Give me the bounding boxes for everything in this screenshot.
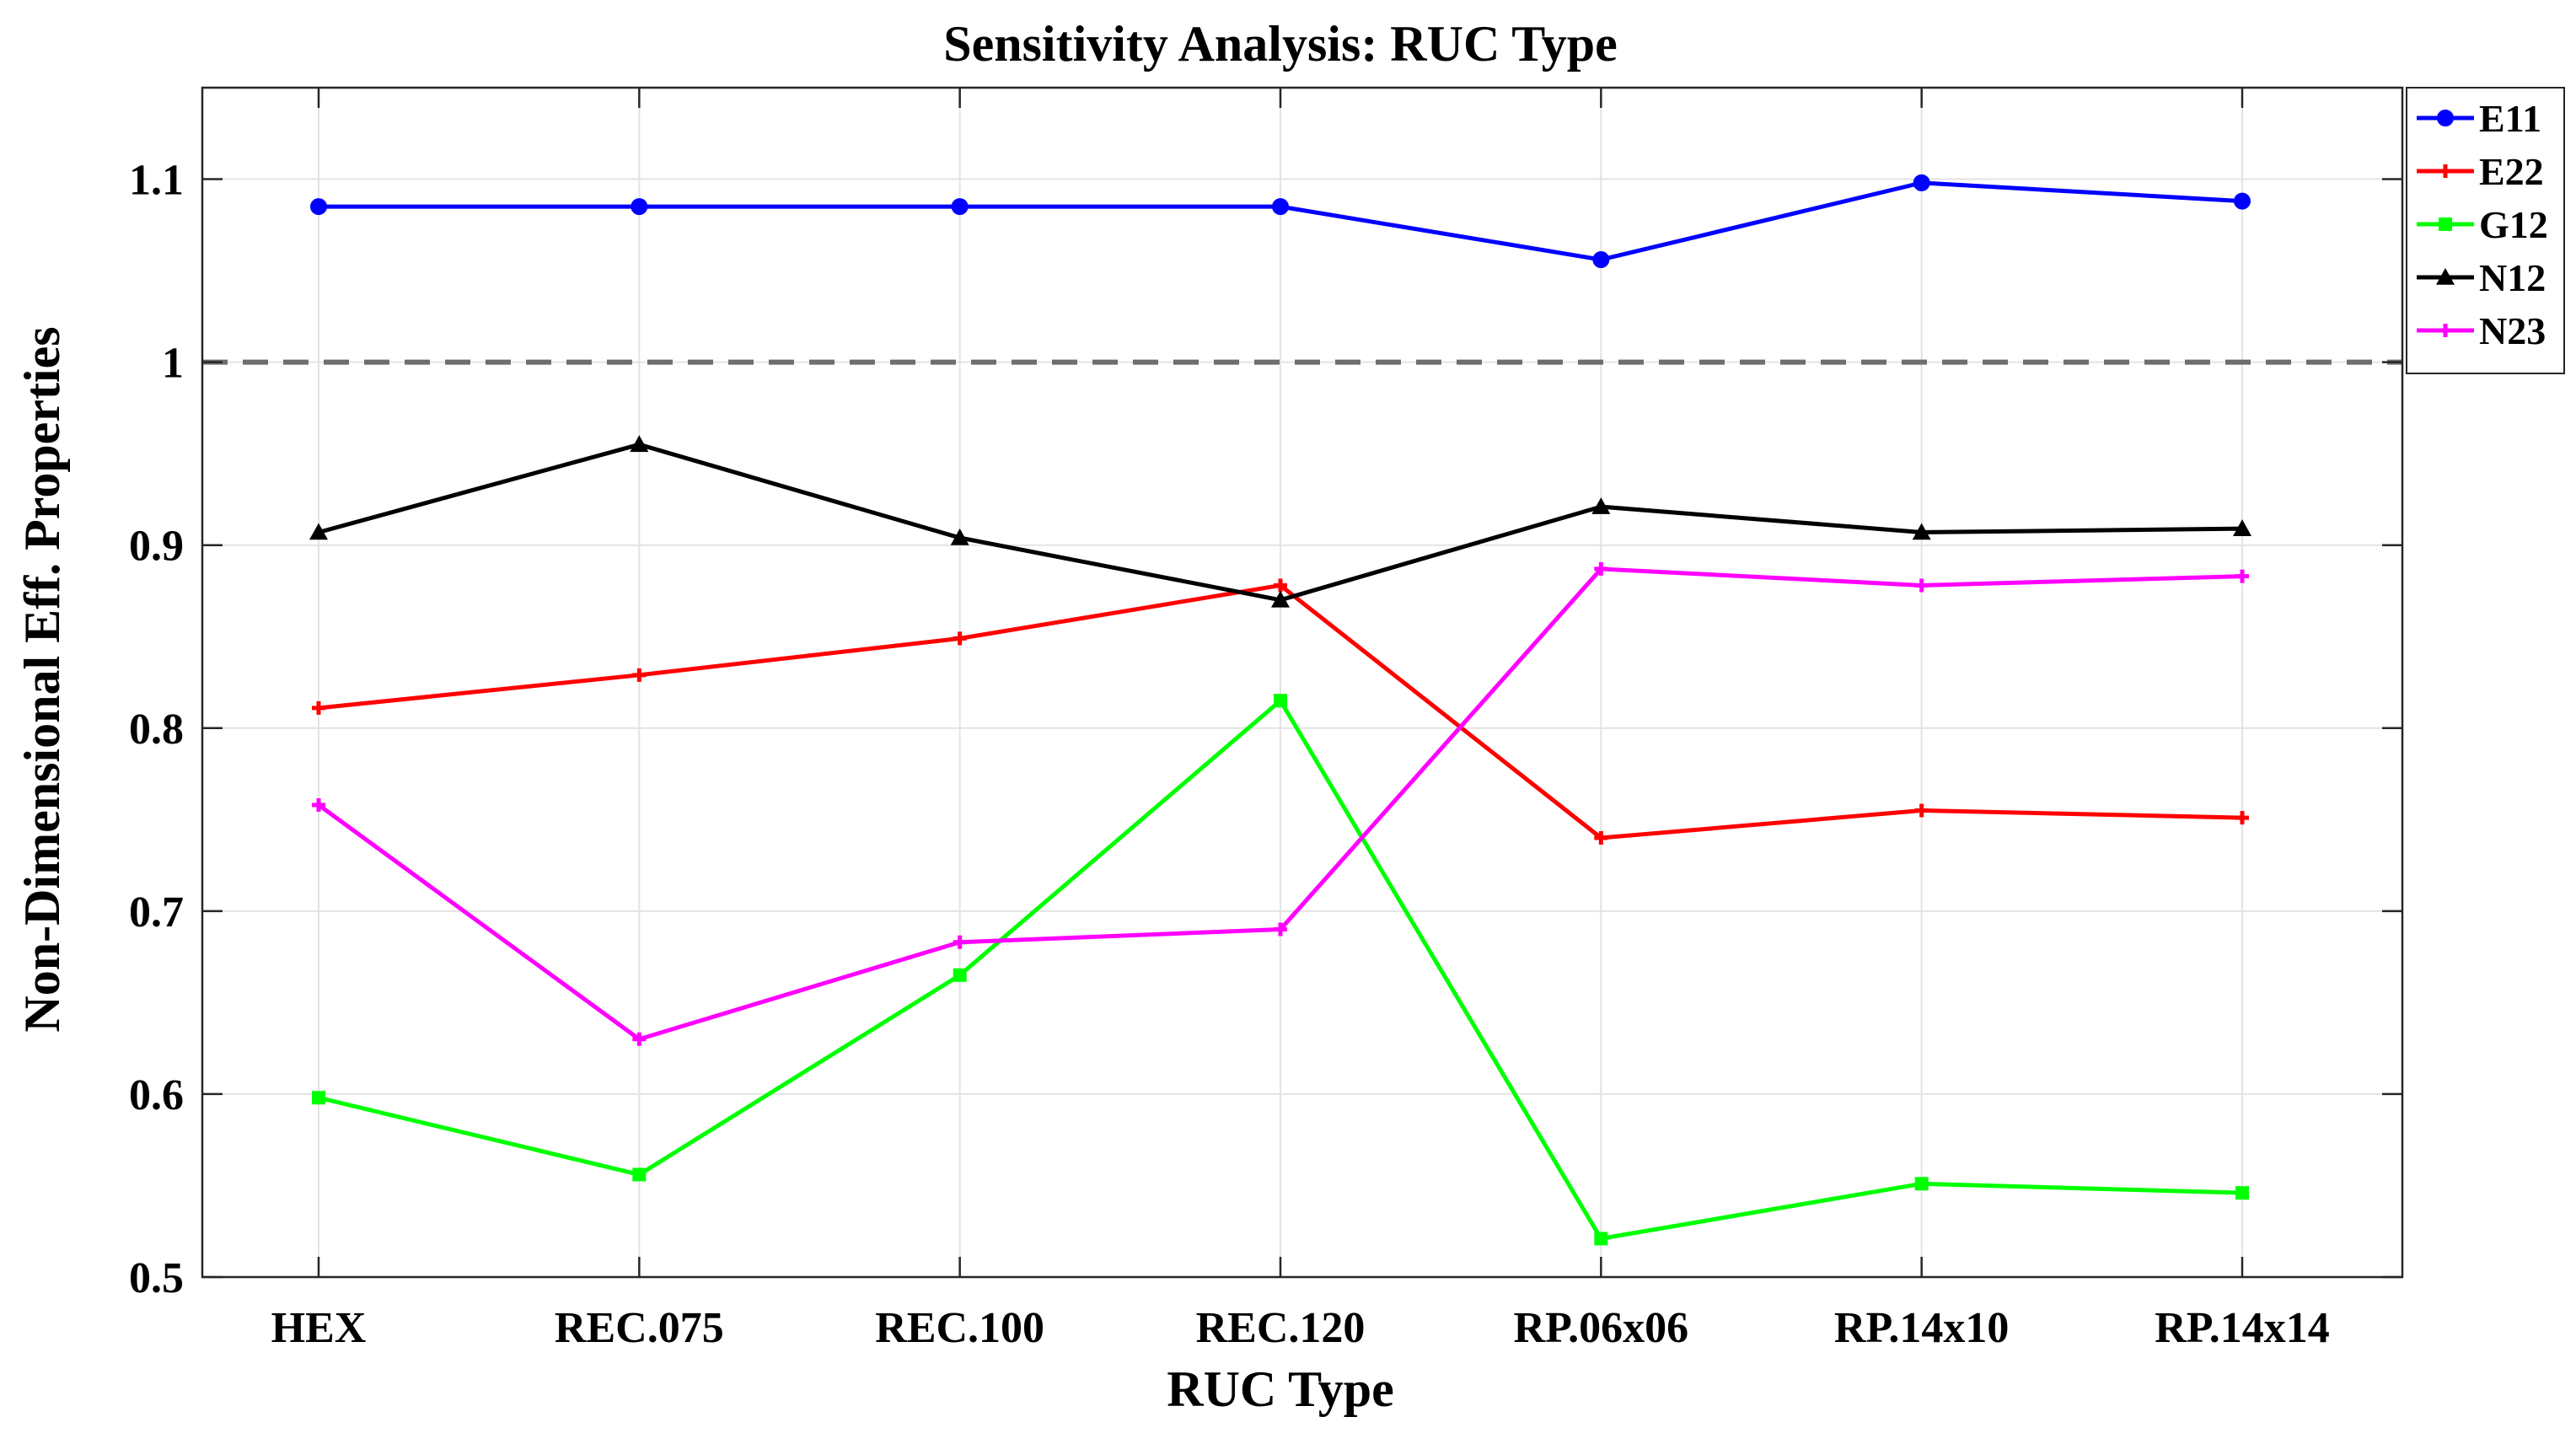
data-point-n12 [1591, 497, 1611, 514]
data-point-g12 [1274, 694, 1287, 708]
data-point-n23 [312, 797, 325, 812]
y-tick-label: 0.5 [129, 1254, 184, 1302]
data-point-n12 [1271, 590, 1290, 608]
series-n12 [309, 435, 2251, 608]
plot-frame [201, 86, 2404, 1279]
legend-box [2406, 87, 2565, 374]
data-point-g12 [312, 1091, 325, 1105]
legend-label-e11: E11 [2479, 97, 2541, 140]
data-point-e22 [2235, 811, 2249, 825]
data-point-n23 [2235, 569, 2249, 583]
data-point-e11 [1913, 174, 1930, 191]
y-tick-label: 0.7 [129, 888, 184, 937]
y-tick-label: 0.6 [129, 1071, 184, 1119]
x-tick-label: REC.100 [875, 1304, 1044, 1352]
x-tick-label: RP.14x14 [2155, 1304, 2330, 1352]
y-tick-labels: 0.5 0.6 0.7 0.8 0.9 1 1.1 [129, 157, 2402, 1302]
data-point-n12 [1912, 523, 1931, 540]
legend-marker-n23 [2439, 324, 2452, 337]
series-group [309, 174, 2251, 1246]
data-point-e22 [312, 700, 325, 715]
data-point-g12 [632, 1167, 647, 1182]
legend-label-g12: G12 [2479, 203, 2548, 246]
data-point-n23 [1914, 578, 1929, 593]
legend-label-e22: E22 [2479, 150, 2544, 193]
y-tick-label: 1.1 [129, 157, 184, 205]
data-point-e11 [1592, 251, 1610, 269]
series-e22 [312, 578, 2249, 845]
data-point-e22 [1914, 803, 1929, 818]
data-point-n23 [632, 1032, 647, 1046]
data-point-n23 [1594, 561, 1608, 576]
data-point-g12 [2235, 1186, 2249, 1200]
data-point-e11 [1272, 198, 1289, 216]
x-tick-label: RP.14x10 [1834, 1304, 2010, 1352]
x-tick-label: REC.075 [555, 1304, 724, 1352]
legend-label-n12: N12 [2479, 256, 2546, 299]
y-tick-label: 0.8 [129, 706, 184, 754]
y-tick-label: 1 [162, 340, 184, 388]
data-point-g12 [953, 968, 967, 982]
data-point-e11 [631, 198, 648, 216]
legend-marker-n12 [2436, 268, 2455, 285]
legend-marker-g12 [2439, 217, 2452, 231]
data-point-n12 [2233, 519, 2251, 536]
data-point-e22 [1274, 578, 1287, 593]
x-tick-labels: HEX REC.075 REC.100 REC.120 RP.06x06 RP.14x10… [271, 88, 2330, 1352]
data-point-n12 [630, 435, 649, 453]
data-point-e22 [632, 668, 647, 682]
chart-title: Sensitivity Analysis: RUC Type [943, 16, 1618, 72]
data-point-e22 [1594, 831, 1608, 845]
legend-label-n23: N23 [2479, 309, 2546, 352]
x-tick-label: REC.120 [1196, 1304, 1366, 1352]
data-point-e11 [2234, 192, 2251, 210]
x-axis-label: RUC Type [1167, 1361, 1393, 1417]
data-point-g12 [1914, 1177, 1929, 1191]
data-point-e11 [310, 198, 327, 216]
data-point-e11 [951, 198, 969, 216]
series-g12 [312, 694, 2249, 1246]
data-point-e22 [953, 631, 967, 646]
data-point-n12 [950, 529, 969, 545]
y-axis-label: Non-Dimensional Eff. Properties [14, 326, 70, 1032]
y-tick-label: 0.9 [129, 523, 184, 571]
legend: E11 E22 G12 N12 N23 [2406, 87, 2565, 374]
data-point-n23 [953, 935, 967, 949]
x-tick-label: HEX [271, 1304, 367, 1352]
data-point-n23 [1274, 922, 1287, 937]
data-point-n12 [309, 523, 328, 540]
data-point-g12 [1594, 1232, 1608, 1246]
series-e11 [310, 174, 2251, 269]
legend-marker-e22 [2439, 164, 2452, 178]
legend-marker-e11 [2437, 110, 2454, 126]
series-n23 [312, 561, 2249, 1046]
x-tick-label: RP.06x06 [1514, 1304, 1689, 1352]
